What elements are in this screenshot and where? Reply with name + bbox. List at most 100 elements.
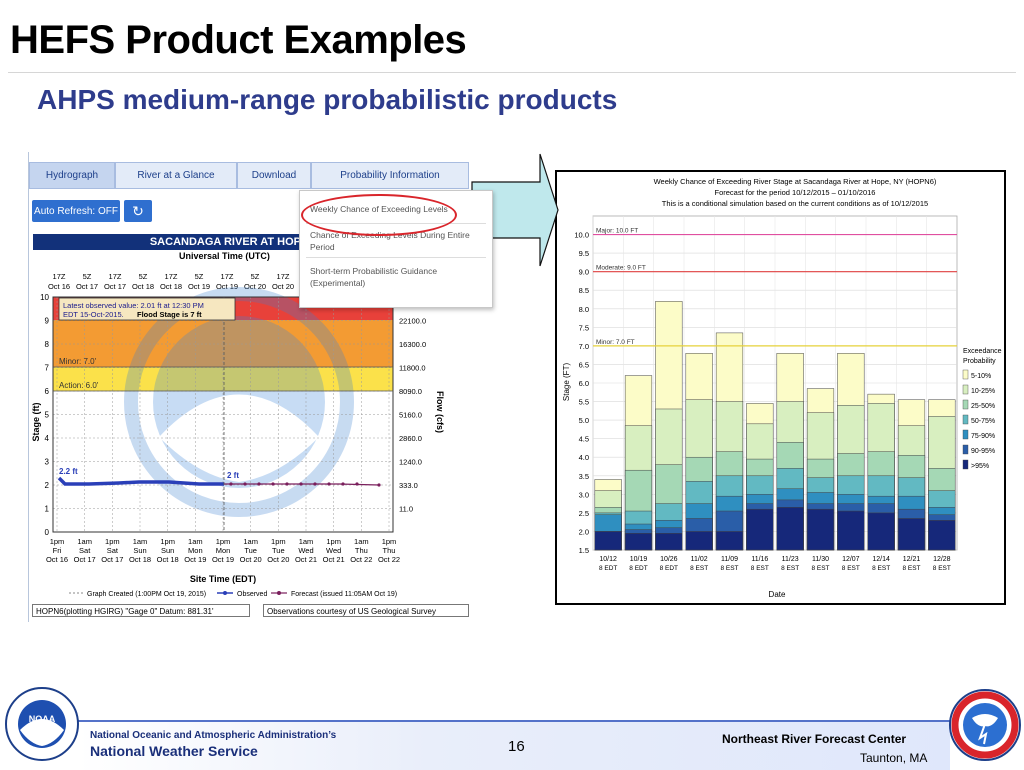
utc-tick-time: 5Z: [195, 272, 204, 281]
latest-value-text: Latest observed value: 2.01 ft at 12:30 …: [63, 301, 204, 310]
usgs-footer: Observations courtesy of US Geological S…: [263, 604, 469, 617]
noaa-logo-icon: NOAA: [5, 687, 79, 761]
edt-tick-day: Wed: [298, 546, 313, 555]
start-point-label: 2.2 ft: [59, 467, 78, 476]
legend-entry: 25-50%: [971, 403, 995, 410]
stage-tick-label: 8: [45, 340, 50, 349]
edt-tick-day: Thu: [355, 546, 368, 555]
page-number: 16: [508, 738, 525, 755]
hydrograph-chart: 17Z 5Z 17Z 5Z 17Z 5Z 17Z 5Z 17Z Oct 16 Oct 17 Oct …: [31, 272, 445, 598]
x-tick-sublabel: 8 EST: [751, 565, 769, 572]
tab-hydrograph[interactable]: Hydrograph: [29, 162, 115, 189]
hydrograph-screenshot: Hydrograph River at a Glance Download Pr…: [28, 152, 493, 622]
edt-tick-day: Thu: [383, 546, 396, 555]
x-tick-sublabel: 8 EST: [811, 565, 829, 572]
latest-value-text-2: EDT 15-Oct-2015.: [63, 310, 124, 319]
x-tick-sublabel: 8 EST: [902, 565, 920, 572]
bar-segment: [746, 508, 774, 551]
utc-tick-time: 17Z: [109, 272, 122, 281]
bar-segment: [594, 531, 622, 551]
edt-label: Site Time (EDT): [190, 574, 256, 584]
flood-stage-text: Flood Stage is 7 ft: [137, 310, 202, 319]
y-tick-label: 7.5: [579, 323, 589, 332]
y-tick-label: 3.5: [579, 472, 589, 481]
x-tick-label: 11/09: [721, 556, 738, 563]
utc-tick-time: 17Z: [221, 272, 234, 281]
utc-tick-time: 5Z: [83, 272, 92, 281]
noaa-watermark: [124, 287, 354, 517]
y-axis-label: Stage (FT): [562, 363, 571, 402]
plot-frame: [52, 296, 394, 533]
legend-swatch: [962, 399, 969, 410]
legend-observed: Observed: [237, 591, 267, 598]
y-tick-label: 9.0: [579, 268, 589, 277]
y-tick-label: 4.0: [579, 453, 589, 462]
refresh-icon[interactable]: ↻: [124, 200, 152, 222]
tab-download[interactable]: Download: [237, 162, 311, 189]
legend-entry: 75-90%: [971, 433, 995, 440]
chart-subtitle-1: Forecast for the period 10/12/2015 – 01/…: [715, 188, 876, 197]
utc-tick-date: Oct 18: [160, 282, 182, 291]
x-tick-sublabel: 8 EDT: [660, 565, 678, 572]
menu-item-short-term[interactable]: Short-term Probabilistic Guidance (Exper…: [310, 266, 438, 288]
legend-forecast: Forecast (issued 11:05AM Oct 19): [291, 591, 397, 598]
auto-refresh-button[interactable]: Auto Refresh: OFF: [32, 200, 120, 222]
exceedance-chart-panel: Weekly Chance of Exceeding River Stage a…: [555, 170, 1006, 605]
x-tick-sublabel: 8 EST: [781, 565, 799, 572]
forecast-point: [355, 482, 359, 486]
edt-tick-time: 1am: [77, 537, 92, 546]
utc-tick-time: 17Z: [165, 272, 178, 281]
legend-swatch: [962, 444, 969, 455]
exceedance-chart: Weekly Chance of Exceeding River Stage a…: [562, 177, 1002, 599]
observed-line: [57, 476, 224, 486]
flow-tick-label: 11.0: [399, 505, 413, 514]
x-tick-sublabel: 8 EST: [872, 565, 890, 572]
legend-entry: 50-75%: [971, 418, 995, 425]
flow-tick-label: 16300.0: [399, 340, 426, 349]
footer-center-name: Northeast River Forecast Center: [722, 732, 907, 746]
stage-tick-label: 2: [45, 481, 50, 490]
x-tick-sublabel: 8 EDT: [599, 565, 617, 572]
edt-tick-day: Tue: [244, 546, 257, 555]
y-tick-label: 5.0: [579, 416, 589, 425]
legend-forecast-dot: [277, 591, 281, 595]
minor-label: Minor: 7.0': [59, 357, 97, 366]
x-tick-sublabel: 8 EDT: [629, 565, 647, 572]
stage-tick-label: 1: [45, 505, 50, 514]
stage-tick-label: 6: [45, 387, 50, 396]
edt-tick-time: 1am: [188, 537, 203, 546]
forecast-point: [341, 482, 345, 486]
y-tick-label: 8.5: [579, 286, 589, 295]
bar-segment: [897, 518, 926, 551]
forecast-point: [313, 482, 317, 486]
nws-logo-icon: [949, 689, 1021, 761]
svg-text:NOAA: NOAA: [29, 714, 56, 724]
tab-probability-information[interactable]: Probability Information: [311, 162, 469, 189]
x-tick-sublabel: 8 EST: [842, 565, 860, 572]
slide-title: HEFS Product Examples: [10, 18, 467, 62]
footer-agency-line1: National Oceanic and Atmospheric Adminis…: [90, 730, 337, 741]
x-tick-sublabel: 8 EST: [690, 565, 708, 572]
y-tick-label: 2.0: [579, 527, 589, 536]
x-tick-label: 11/02: [691, 556, 708, 563]
edt-tick-day: Mon: [188, 546, 203, 555]
utc-tick-date: Oct 17: [76, 282, 98, 291]
highlight-circle: [301, 194, 457, 236]
bar-segment: [715, 531, 744, 551]
threshold-label: Moderate: 9.0 FT: [596, 265, 646, 272]
edt-tick-time: 1pm: [50, 537, 65, 546]
y-tick-label: 10.0: [574, 231, 589, 240]
stage-tick-label: 10: [40, 293, 49, 302]
forecast-point: [243, 482, 247, 486]
edt-tick-date: Oct 17: [101, 555, 123, 564]
y-tick-label: 2.5: [579, 509, 589, 518]
edt-tick-day: Mon: [216, 546, 231, 555]
tab-river-at-a-glance[interactable]: River at a Glance: [115, 162, 237, 189]
datum-footer: HOPN6(plotting HGIRG) "Gage 0" Datum: 88…: [32, 604, 250, 617]
x-axis-label: Date: [769, 590, 786, 599]
legend-entry: >95%: [971, 463, 989, 470]
edt-tick-time: 1pm: [105, 537, 120, 546]
edt-tick-day: Wed: [326, 546, 341, 555]
stage-tick-label: 5: [45, 411, 50, 420]
bar-segment: [655, 533, 683, 551]
